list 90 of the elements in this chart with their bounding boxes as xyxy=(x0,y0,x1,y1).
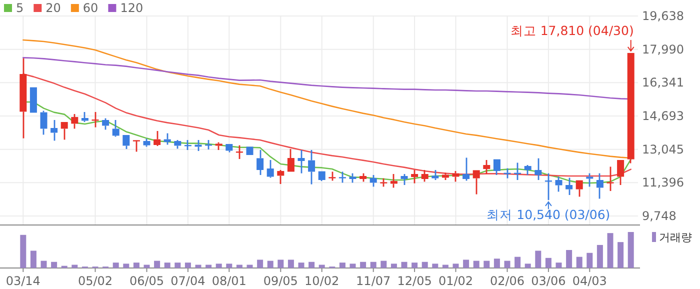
y-tick-label: 19,638 xyxy=(642,9,684,23)
legend-label: 20 xyxy=(46,1,61,15)
bar xyxy=(226,264,232,268)
bar xyxy=(524,264,531,268)
bar xyxy=(535,250,542,268)
bar xyxy=(257,260,264,268)
candlestick xyxy=(308,149,316,186)
bar xyxy=(514,256,521,268)
bar xyxy=(133,262,140,268)
bar xyxy=(473,260,480,268)
bar xyxy=(484,260,490,268)
bar xyxy=(350,264,356,268)
bar xyxy=(380,260,387,268)
candlestick xyxy=(60,122,68,140)
bar xyxy=(195,264,202,268)
bar xyxy=(40,260,47,268)
bar xyxy=(216,264,222,268)
bar xyxy=(556,262,562,268)
bar xyxy=(267,260,274,268)
bar xyxy=(206,264,212,268)
bar xyxy=(360,262,366,268)
x-tick-label: 05/02 xyxy=(78,274,113,288)
x-tick-label: 06/05 xyxy=(129,274,164,288)
annotation: 최저 10,540 (03/06) xyxy=(486,201,610,222)
bar xyxy=(566,250,572,268)
bar xyxy=(30,250,36,268)
bar xyxy=(545,258,552,268)
y-tick-label: 9,748 xyxy=(642,209,676,223)
bar xyxy=(51,262,58,268)
bar xyxy=(112,262,119,268)
bar xyxy=(432,264,438,268)
bar xyxy=(72,264,78,268)
x-tick-label: 12/05 xyxy=(397,274,432,288)
bar xyxy=(576,256,582,268)
bar xyxy=(298,262,304,268)
bar xyxy=(618,242,624,268)
bar xyxy=(452,264,459,268)
y-tick-label: 13,045 xyxy=(642,142,684,156)
candlestick xyxy=(246,146,254,156)
y-tick-label: 11,396 xyxy=(642,176,684,190)
x-tick-label: 03/06 xyxy=(531,274,566,288)
bar xyxy=(504,260,510,268)
x-tick-label: 01/02 xyxy=(438,274,474,288)
legend: 거래량 xyxy=(652,231,692,244)
bar xyxy=(596,244,603,268)
bar xyxy=(401,262,408,268)
bar xyxy=(308,262,315,268)
bar xyxy=(628,232,634,268)
legend-label: 60 xyxy=(82,1,98,15)
y-tick-label: 14,693 xyxy=(642,109,684,123)
x-tick-label: 07/04 xyxy=(170,274,206,288)
legend-label: 5 xyxy=(16,1,24,15)
bar xyxy=(20,234,26,268)
bar xyxy=(246,264,253,268)
x-tick-label: 04/03 xyxy=(572,274,607,288)
bar xyxy=(164,262,170,268)
x-tick-label: 08/01 xyxy=(212,274,246,288)
bar xyxy=(390,264,397,268)
bar xyxy=(494,258,500,268)
bar xyxy=(412,262,418,268)
bar xyxy=(278,260,284,268)
bar xyxy=(607,233,614,268)
bar xyxy=(174,262,181,268)
x-tick-label: 10/02 xyxy=(304,274,340,288)
candlestick xyxy=(30,87,37,113)
y-tick-label: 17,990 xyxy=(642,42,684,56)
bar xyxy=(422,262,428,268)
bar xyxy=(442,264,448,268)
y-tick-label: 16,341 xyxy=(642,76,684,90)
annotation: 최고 17,810 (04/30) xyxy=(510,22,634,38)
bar xyxy=(586,252,593,268)
bar xyxy=(288,260,294,268)
legend-label: 120 xyxy=(120,1,144,15)
legend-label: 거래량 xyxy=(659,231,692,244)
bar xyxy=(154,260,160,268)
bar xyxy=(184,262,191,268)
bar xyxy=(339,262,346,268)
bar xyxy=(144,264,150,268)
bar xyxy=(236,264,242,268)
candlestick xyxy=(472,170,480,195)
bar xyxy=(318,264,325,268)
x-tick-label: 02/06 xyxy=(490,274,525,288)
annotation: 최저 10,540 (03/06) xyxy=(486,206,610,222)
annotation: 최고 17,810 (04/30) xyxy=(510,22,634,52)
bar xyxy=(123,264,130,268)
bar xyxy=(370,262,376,268)
bar xyxy=(463,260,470,268)
x-tick-label: 03/14 xyxy=(6,274,40,288)
x-tick-label: 09/05 xyxy=(263,274,298,288)
x-tick-label: 11/07 xyxy=(356,274,391,288)
